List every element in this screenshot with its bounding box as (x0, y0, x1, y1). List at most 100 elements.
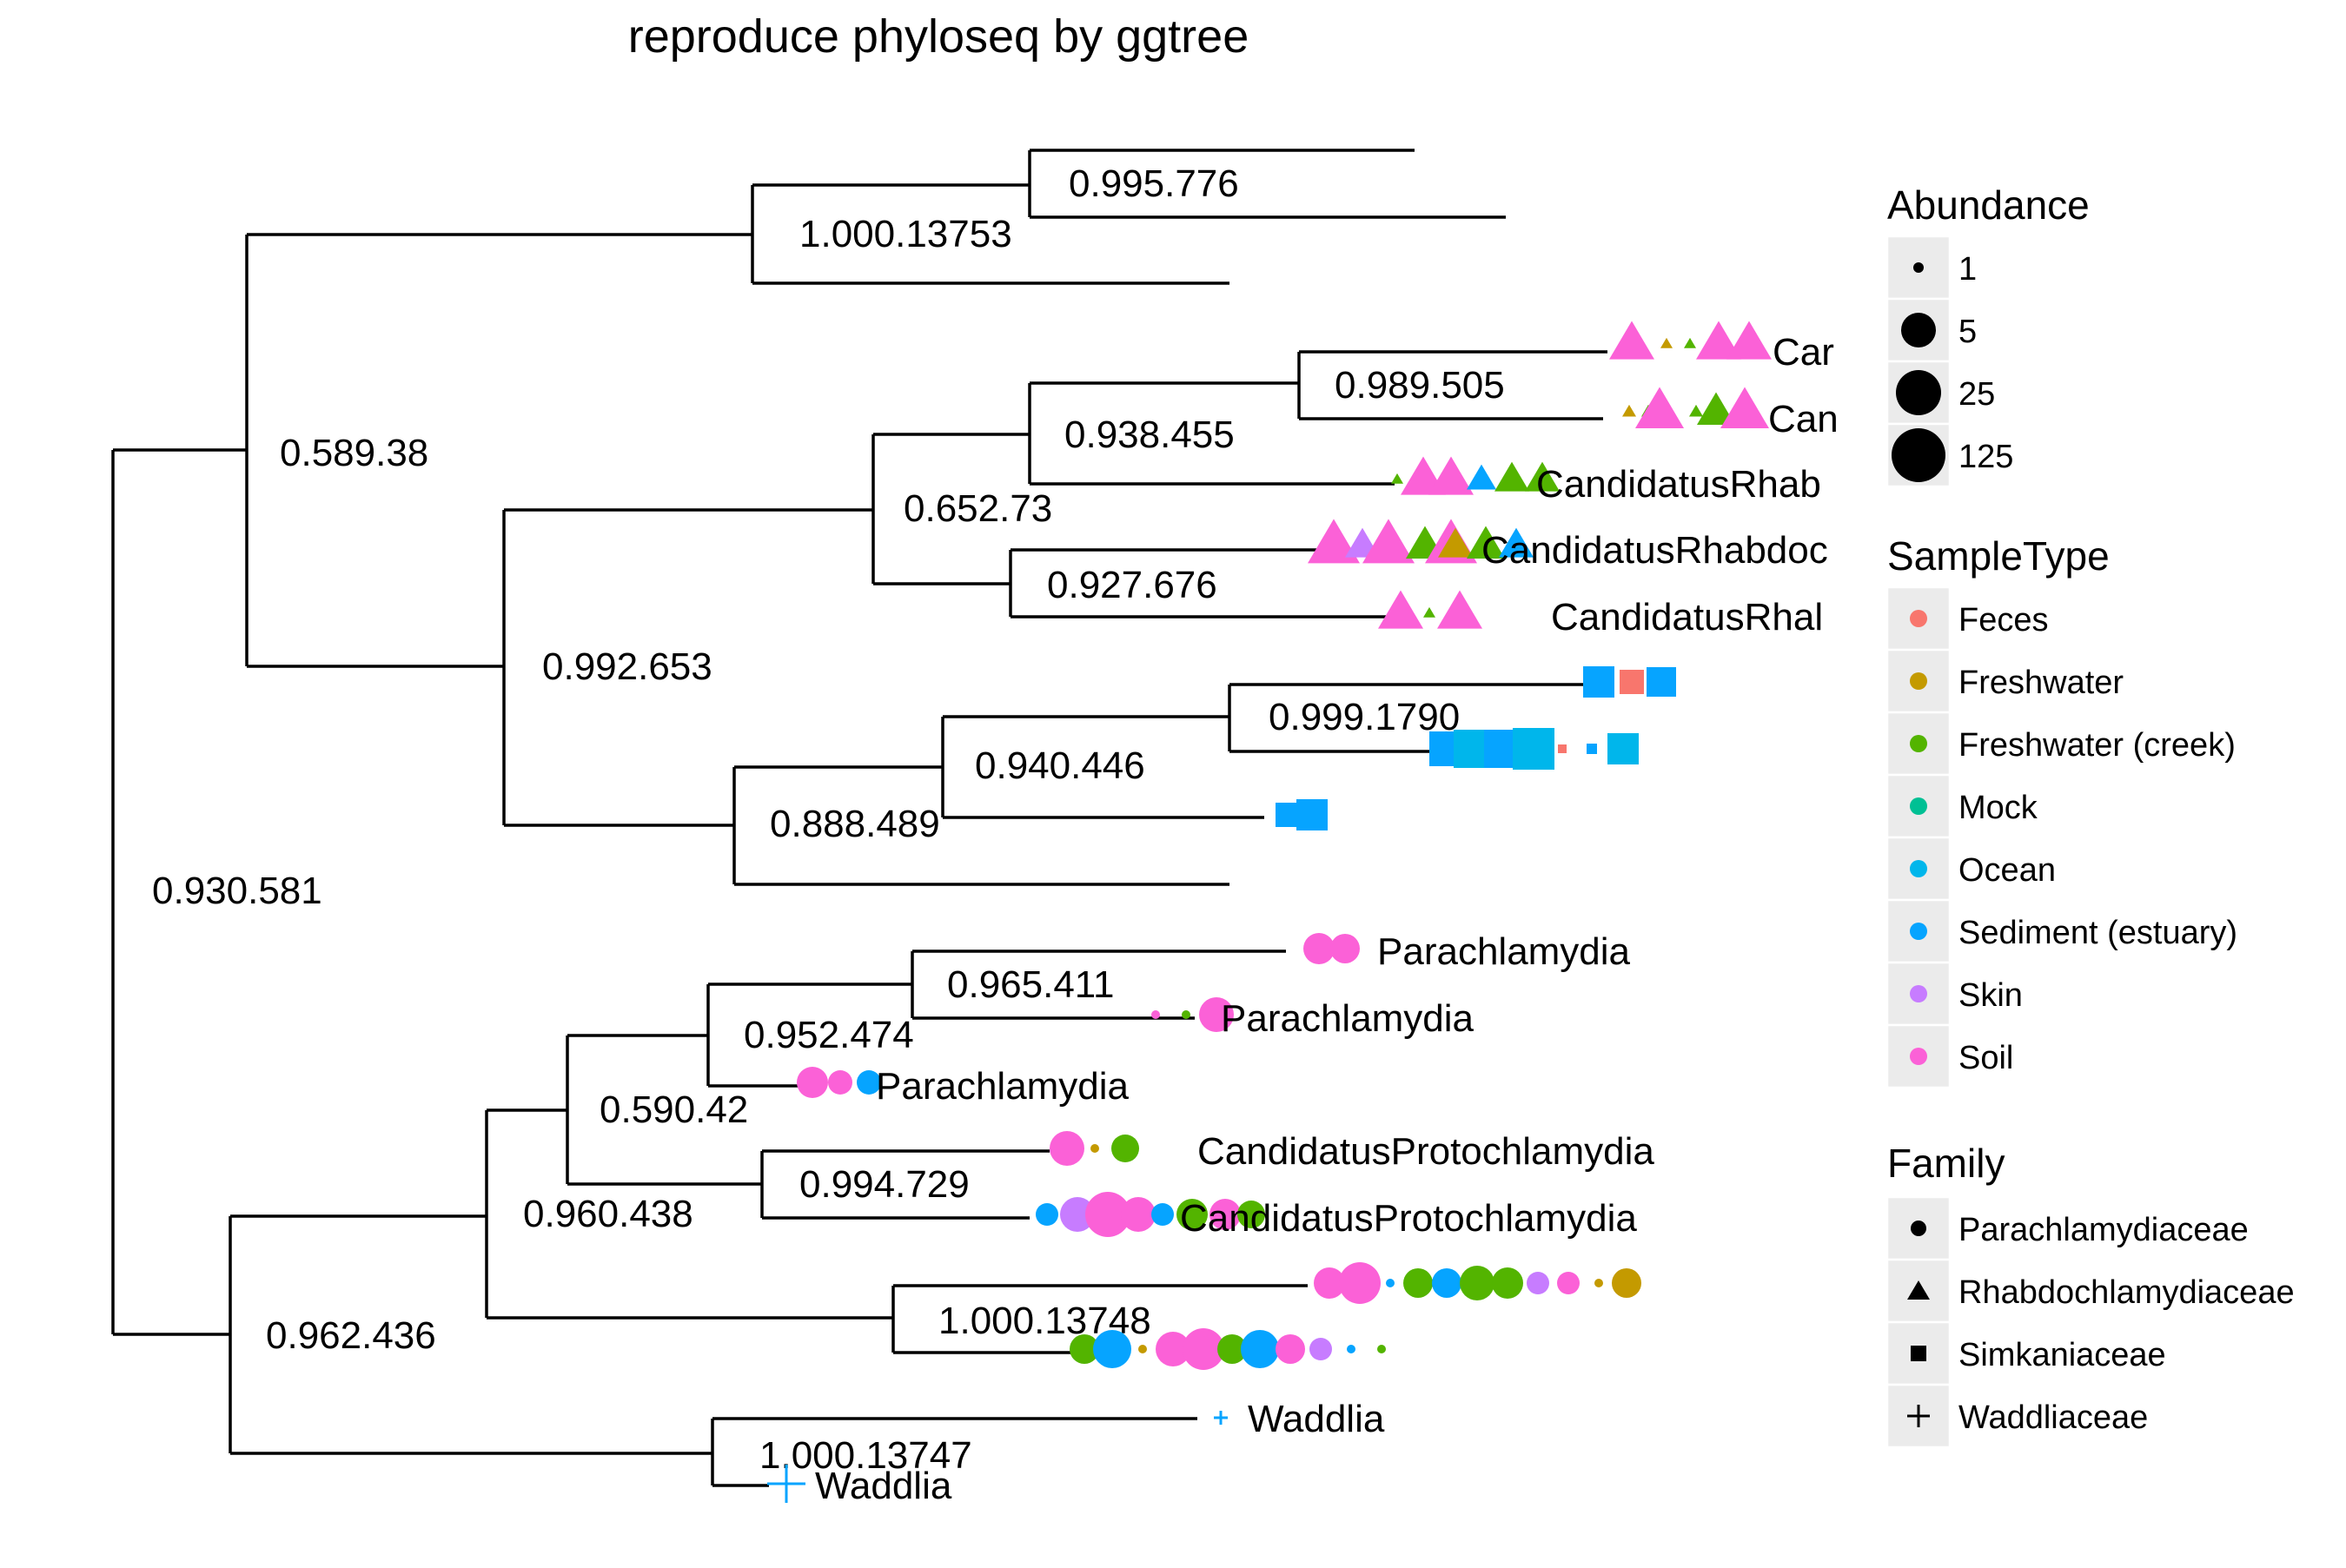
legend-label: Waddliaceae (1958, 1399, 2148, 1436)
legend-color-dot (1910, 985, 1927, 1002)
tip-point (1237, 1201, 1265, 1228)
node-label: 0.992.653 (542, 645, 712, 688)
tip-point (1612, 1268, 1641, 1298)
tip-point (1437, 590, 1482, 629)
tip-point (1214, 1411, 1228, 1425)
legend-label: Rhabdochlamydiaceae (1958, 1274, 2295, 1311)
tip-label: Parachlamydia (1377, 930, 1631, 973)
legend-color-dot (1910, 797, 1927, 815)
tip-point (1339, 1262, 1381, 1304)
tip-point (1499, 527, 1534, 558)
node-label: 0.994.729 (799, 1163, 970, 1206)
tree-edges (111, 149, 1607, 1487)
legend-size-dot (1901, 313, 1936, 347)
tip-point (1492, 1267, 1523, 1299)
legend-label: 125 (1958, 439, 2013, 475)
node-label: 0.999.1790 (1269, 696, 1460, 738)
tip-point (1111, 1135, 1139, 1162)
tip-point (1241, 1330, 1279, 1368)
tip-label: Parachlamydia (1221, 997, 1475, 1040)
legend-label: Skin (1958, 977, 2023, 1014)
node-label: 0.589.38 (280, 432, 428, 474)
legend-color-dot (1910, 923, 1927, 940)
tip-point (1635, 387, 1684, 429)
tip-label: Waddlia (1248, 1398, 1385, 1440)
tip-point (1460, 1266, 1494, 1300)
tip-point (1720, 387, 1769, 429)
node-label: 0.962.436 (266, 1314, 436, 1357)
tip-point (797, 1067, 828, 1098)
legend-label: Freshwater (1958, 665, 2124, 701)
legend-circle-shape (1911, 1221, 1926, 1236)
tip-point (1070, 1334, 1099, 1364)
tip-point (1494, 461, 1529, 492)
tip-point (1060, 1197, 1095, 1232)
legend-label: Mock (1958, 790, 2038, 826)
tip-point (1432, 1268, 1461, 1298)
node-label: 1.000.13747 (759, 1434, 972, 1477)
legend-label: Soil (1958, 1040, 2013, 1076)
tip-point (1438, 527, 1473, 558)
legend-label: Parachlamydiaceae (1958, 1212, 2249, 1248)
tip-point (1199, 997, 1234, 1032)
tip-point (1697, 392, 1735, 425)
legend-label: Sediment (estuary) (1958, 915, 2237, 951)
node-label: 1.000.13753 (799, 213, 1012, 255)
legend-size-dot (1896, 370, 1941, 415)
tip-point (1378, 590, 1423, 629)
tip-point (1527, 1272, 1549, 1294)
legend-label: Ocean (1958, 852, 2056, 889)
legend-color-dot (1910, 610, 1927, 627)
legend-sampletype: SampleType Feces Freshwater Freshwater (cr… (1885, 533, 2237, 1089)
tip-point (1660, 337, 1673, 348)
tip-point (767, 1465, 805, 1503)
legend-title: Family (1887, 1141, 2005, 1186)
figure-title: reproduce phyloseq by ggtree (628, 10, 1249, 63)
tip-point (1276, 1334, 1305, 1364)
tip-point (1622, 404, 1636, 417)
tip-point (1684, 337, 1696, 348)
tip-points (767, 321, 1772, 1503)
tip-point (1050, 1131, 1084, 1166)
tip-label: CandidatusRhab (1536, 463, 1821, 506)
tip-point (1558, 744, 1567, 753)
tip-label: CandidatusRhabdoc (1481, 529, 1828, 572)
node-label: 0.927.676 (1047, 564, 1217, 606)
tip-label: CandidatusRhal (1551, 596, 1823, 638)
node-label: 0.930.581 (152, 870, 322, 912)
legend-size-dot (1913, 262, 1924, 273)
tip-point (1151, 1203, 1174, 1226)
tip-label: Car (1773, 331, 1834, 374)
tip-point (1377, 1345, 1386, 1353)
legend-family: Family Parachlamydiaceae Rhabdochlamydia… (1885, 1141, 2295, 1449)
node-label: 0.940.446 (975, 744, 1145, 787)
tip-point (1314, 1267, 1345, 1299)
tip-point (1609, 321, 1654, 360)
legend-color-dot (1910, 735, 1927, 752)
tip-point (1176, 1199, 1208, 1230)
tip-point (1620, 670, 1644, 694)
legend-label: Simkaniaceae (1958, 1337, 2166, 1373)
tip-point (1587, 744, 1597, 754)
tip-point (1362, 519, 1415, 564)
node-label: 0.652.73 (904, 487, 1052, 530)
tip-point (1209, 1199, 1241, 1230)
node-label: 0.965.411 (947, 963, 1114, 1006)
tip-point (1036, 1203, 1058, 1226)
legend-label: 25 (1958, 376, 1995, 413)
tip-point (1309, 1338, 1332, 1360)
legend-abundance: Abundance 1 5 25 125 (1885, 182, 2090, 488)
tip-point (1090, 1144, 1099, 1153)
tip-point (1296, 799, 1328, 830)
legend-label: 1 (1958, 251, 1977, 288)
legend-square-shape (1911, 1346, 1926, 1361)
tip-point (1689, 404, 1703, 417)
tip-label: Can (1768, 398, 1839, 440)
tip-point (1647, 667, 1676, 697)
tip-point (1557, 1272, 1580, 1294)
node-label: 0.995.776 (1069, 162, 1239, 205)
tip-point (1182, 1010, 1190, 1019)
tip-label: CandidatusProtochlamydia (1197, 1130, 1654, 1173)
tip-point (1183, 1328, 1224, 1370)
